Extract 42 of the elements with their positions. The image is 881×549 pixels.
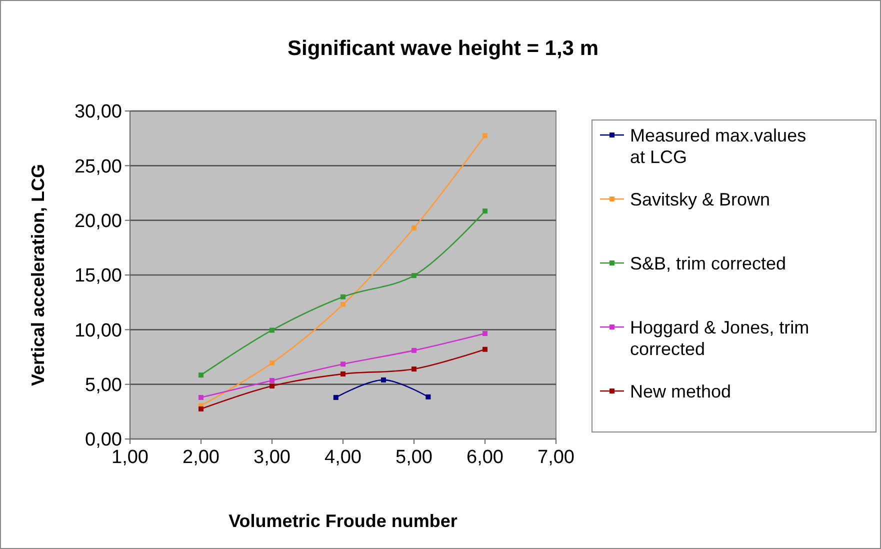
point [270, 360, 274, 366]
legend-label: Savitsky & Brown [630, 189, 770, 210]
point [412, 225, 416, 230]
legend-label: S&B, trim corrected [630, 253, 786, 274]
point [482, 208, 488, 214]
x-tick-label: 3,00 [254, 447, 290, 468]
x-tick-label: 6,00 [466, 447, 504, 468]
x-tick-label: 5,00 [396, 447, 432, 468]
point [198, 372, 204, 378]
point [340, 371, 346, 376]
point [482, 330, 488, 336]
point [412, 366, 416, 372]
legend-label: New method [630, 381, 732, 402]
point [270, 378, 274, 384]
y-tick-label: 5,00 [85, 374, 122, 396]
y-axis-title: Vertical acceleration, LCG [28, 164, 48, 386]
point [412, 273, 416, 278]
y-tick-label: 15,00 [74, 266, 122, 287]
y-tick-label: 25,00 [74, 156, 122, 178]
point [340, 294, 346, 300]
point [270, 383, 274, 388]
y-tick-label: 30,00 [74, 102, 122, 123]
point [333, 394, 338, 400]
x-axis-title: Volumetric Froude number [228, 511, 458, 531]
point [482, 133, 488, 138]
point [426, 394, 431, 400]
point [340, 362, 346, 367]
y-tick-label: 20,00 [74, 210, 122, 232]
x-tick-label: 2,00 [182, 447, 220, 468]
point [270, 328, 274, 333]
legend-label: Measured max.values at LCG [630, 125, 806, 167]
y-tick-label: 10,00 [74, 320, 122, 342]
chart-title: Significant wave height = 1,3 m [287, 37, 599, 60]
point [482, 346, 488, 352]
point [412, 348, 416, 353]
point [380, 377, 386, 382]
point [198, 394, 204, 400]
legend-label: Hoggard & Jones, trim corrected [630, 317, 810, 359]
x-tick-label: 7,00 [538, 447, 574, 468]
point [198, 406, 204, 412]
x-tick-label: 4,00 [324, 447, 362, 468]
point [340, 302, 346, 308]
